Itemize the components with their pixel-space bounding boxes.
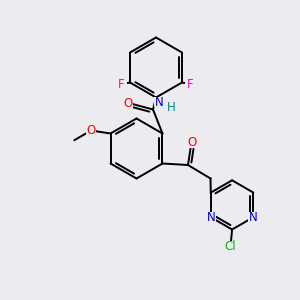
FancyBboxPatch shape [85, 125, 96, 136]
FancyBboxPatch shape [187, 137, 198, 148]
Text: N: N [206, 211, 215, 224]
Text: N: N [249, 211, 258, 224]
FancyBboxPatch shape [166, 102, 177, 113]
Text: O: O [188, 136, 197, 149]
Text: N: N [154, 95, 164, 109]
Text: O: O [86, 124, 96, 137]
FancyBboxPatch shape [248, 212, 259, 223]
FancyBboxPatch shape [206, 212, 216, 223]
FancyBboxPatch shape [116, 79, 127, 89]
FancyBboxPatch shape [154, 97, 164, 107]
Text: Cl: Cl [225, 239, 236, 253]
FancyBboxPatch shape [185, 79, 196, 89]
FancyBboxPatch shape [221, 241, 240, 251]
Text: O: O [123, 97, 132, 110]
Text: F: F [118, 77, 125, 91]
Text: F: F [187, 77, 194, 91]
FancyBboxPatch shape [122, 98, 133, 109]
Text: H: H [167, 101, 176, 114]
